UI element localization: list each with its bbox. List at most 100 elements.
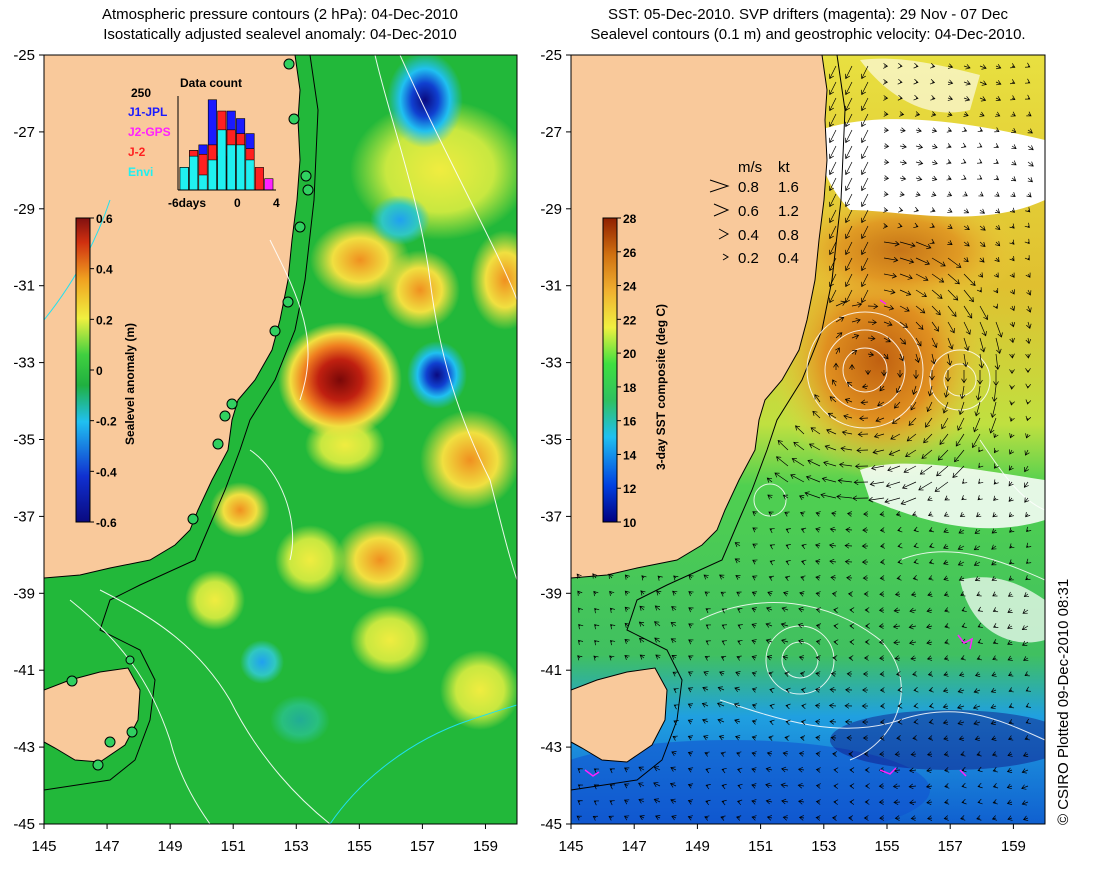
- velocity-vector: [976, 815, 982, 821]
- velocity-vector: [947, 95, 954, 101]
- velocity-vector: [994, 127, 1000, 133]
- velocity-vector: [837, 478, 853, 484]
- velocity-vector: [751, 703, 758, 709]
- velocity-key-arrow: [713, 203, 730, 217]
- lon-tick-label: 159: [473, 838, 498, 855]
- velocity-vector: [963, 273, 976, 286]
- velocity-vector: [888, 449, 901, 456]
- velocity-vector: [879, 559, 885, 565]
- velocity-vector: [977, 606, 983, 612]
- velocity-vector: [831, 379, 837, 387]
- velocity-vector: [1009, 527, 1015, 533]
- velocity-vector: [897, 687, 903, 693]
- velocity-vector: [897, 95, 903, 101]
- velocity-vector: [847, 591, 853, 597]
- sla-blob: [275, 525, 345, 595]
- velocity-vector: [914, 353, 921, 364]
- velocity-vector: [974, 401, 981, 417]
- velocity-vector: [943, 575, 949, 581]
- velocity-vector: [800, 719, 807, 725]
- velocity-vector: [960, 815, 966, 821]
- velocity-vector: [736, 815, 742, 821]
- sla-blob: [335, 520, 425, 600]
- velocity-vector: [768, 511, 774, 517]
- velocity-vector: [735, 575, 741, 580]
- velocity-vector: [898, 207, 904, 213]
- inset-bar: [254, 167, 264, 191]
- velocity-vector: [961, 606, 967, 612]
- velocity-vector: [828, 225, 837, 240]
- velocity-vector: [993, 447, 999, 454]
- velocity-vector: [592, 573, 598, 579]
- velocity-vector: [897, 79, 903, 85]
- velocity-vector: [784, 735, 790, 741]
- shelf-contour: [571, 55, 846, 791]
- tasmania: [571, 667, 668, 763]
- velocity-vector: [963, 257, 969, 263]
- velocity-vector: [878, 799, 885, 805]
- inset-bar: [217, 129, 227, 191]
- velocity-vector: [609, 590, 615, 597]
- velocity-vector: [844, 161, 853, 176]
- velocity-vector: [912, 735, 918, 741]
- velocity-vector: [973, 560, 981, 566]
- velocity-vector: [957, 687, 965, 694]
- velocity-vector: [800, 527, 807, 533]
- velocity-vector: [828, 193, 837, 208]
- sla-colorbar-ramp: [75, 217, 91, 523]
- lat-tick-label: -41: [540, 662, 562, 679]
- velocity-vector: [688, 607, 694, 613]
- velocity-vector: [1008, 671, 1014, 677]
- lon-tick-label: 147: [95, 838, 120, 855]
- velocity-vector: [944, 607, 950, 613]
- velocity-vector: [610, 624, 616, 630]
- velocity-key: m/s kt 0.8 1.6 0.6 1.2 0.4 0.8 0.2 0.4: [709, 159, 799, 267]
- velocity-vector: [928, 527, 934, 533]
- inset-xtick: -6days: [168, 196, 206, 210]
- velocity-vector: [687, 735, 694, 741]
- velocity-vector: [1011, 127, 1017, 133]
- velocity-vector: [705, 624, 712, 630]
- velocity-vector: [720, 751, 726, 757]
- velocity-vector: [654, 637, 661, 643]
- velocity-vector: [897, 703, 903, 709]
- velocity-vector: [844, 113, 853, 128]
- velocity-vector: [1009, 543, 1015, 549]
- velocity-vector: [830, 735, 837, 741]
- sst-cloud-gap: [860, 463, 1045, 529]
- velocity-vector: [976, 512, 982, 518]
- velocity-vector: [915, 175, 923, 182]
- velocity-vector: [961, 142, 967, 148]
- velocity-vector: [815, 671, 821, 677]
- lat-tick-label: -43: [540, 739, 562, 756]
- velocity-vector: [928, 558, 935, 565]
- lat-tick-label: -25: [540, 47, 562, 64]
- velocity-vector: [838, 462, 853, 468]
- velocity-key-ms: 0.8: [738, 179, 759, 196]
- velocity-vector: [883, 127, 889, 133]
- velocity-vector: [879, 527, 885, 533]
- velocity-vector: [946, 191, 953, 197]
- velocity-vector: [1025, 399, 1032, 405]
- velocity-vector: [704, 591, 710, 597]
- velocity-vector: [862, 671, 869, 677]
- velocity-vector: [593, 784, 600, 790]
- velocity-vector: [991, 528, 997, 534]
- velocity-vector: [963, 241, 970, 247]
- velocity-vector: [947, 224, 953, 229]
- velocity-vector: [844, 97, 853, 112]
- sst-cold-water: [830, 710, 1045, 770]
- velocity-vector: [957, 544, 965, 550]
- velocity-key-unit-kt: kt: [778, 159, 791, 176]
- velocity-vector: [624, 574, 630, 580]
- velocity-vector: [1027, 177, 1033, 183]
- velocity-vector: [931, 257, 946, 267]
- velocity-vector: [1025, 718, 1031, 724]
- velocity-vector: [883, 111, 889, 117]
- velocity-vector: [915, 160, 924, 166]
- velocity-vector: [931, 191, 937, 197]
- colorbar-tick-label: -0.4: [96, 465, 117, 479]
- velocity-vector: [931, 305, 941, 316]
- velocity-vector: [828, 241, 837, 256]
- sla-colorbar: 0.6 0.4 0.2 0 -0.2 -0.4 -0.6 Sealevel anomaly …: [75, 212, 137, 530]
